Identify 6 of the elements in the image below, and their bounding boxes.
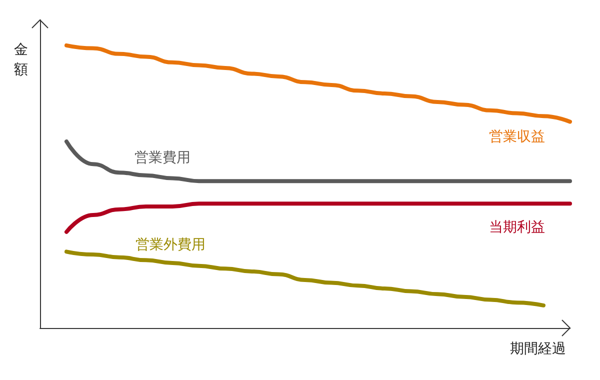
y-axis-title: 金額 (14, 42, 28, 78)
series-label: 営業費用 (134, 150, 190, 166)
series-label: 営業外費用 (136, 237, 206, 254)
series-label: 営業収益 (489, 129, 545, 146)
x-axis-title: 期間経過 (510, 341, 566, 357)
series-label: 当期利益 (489, 220, 545, 236)
